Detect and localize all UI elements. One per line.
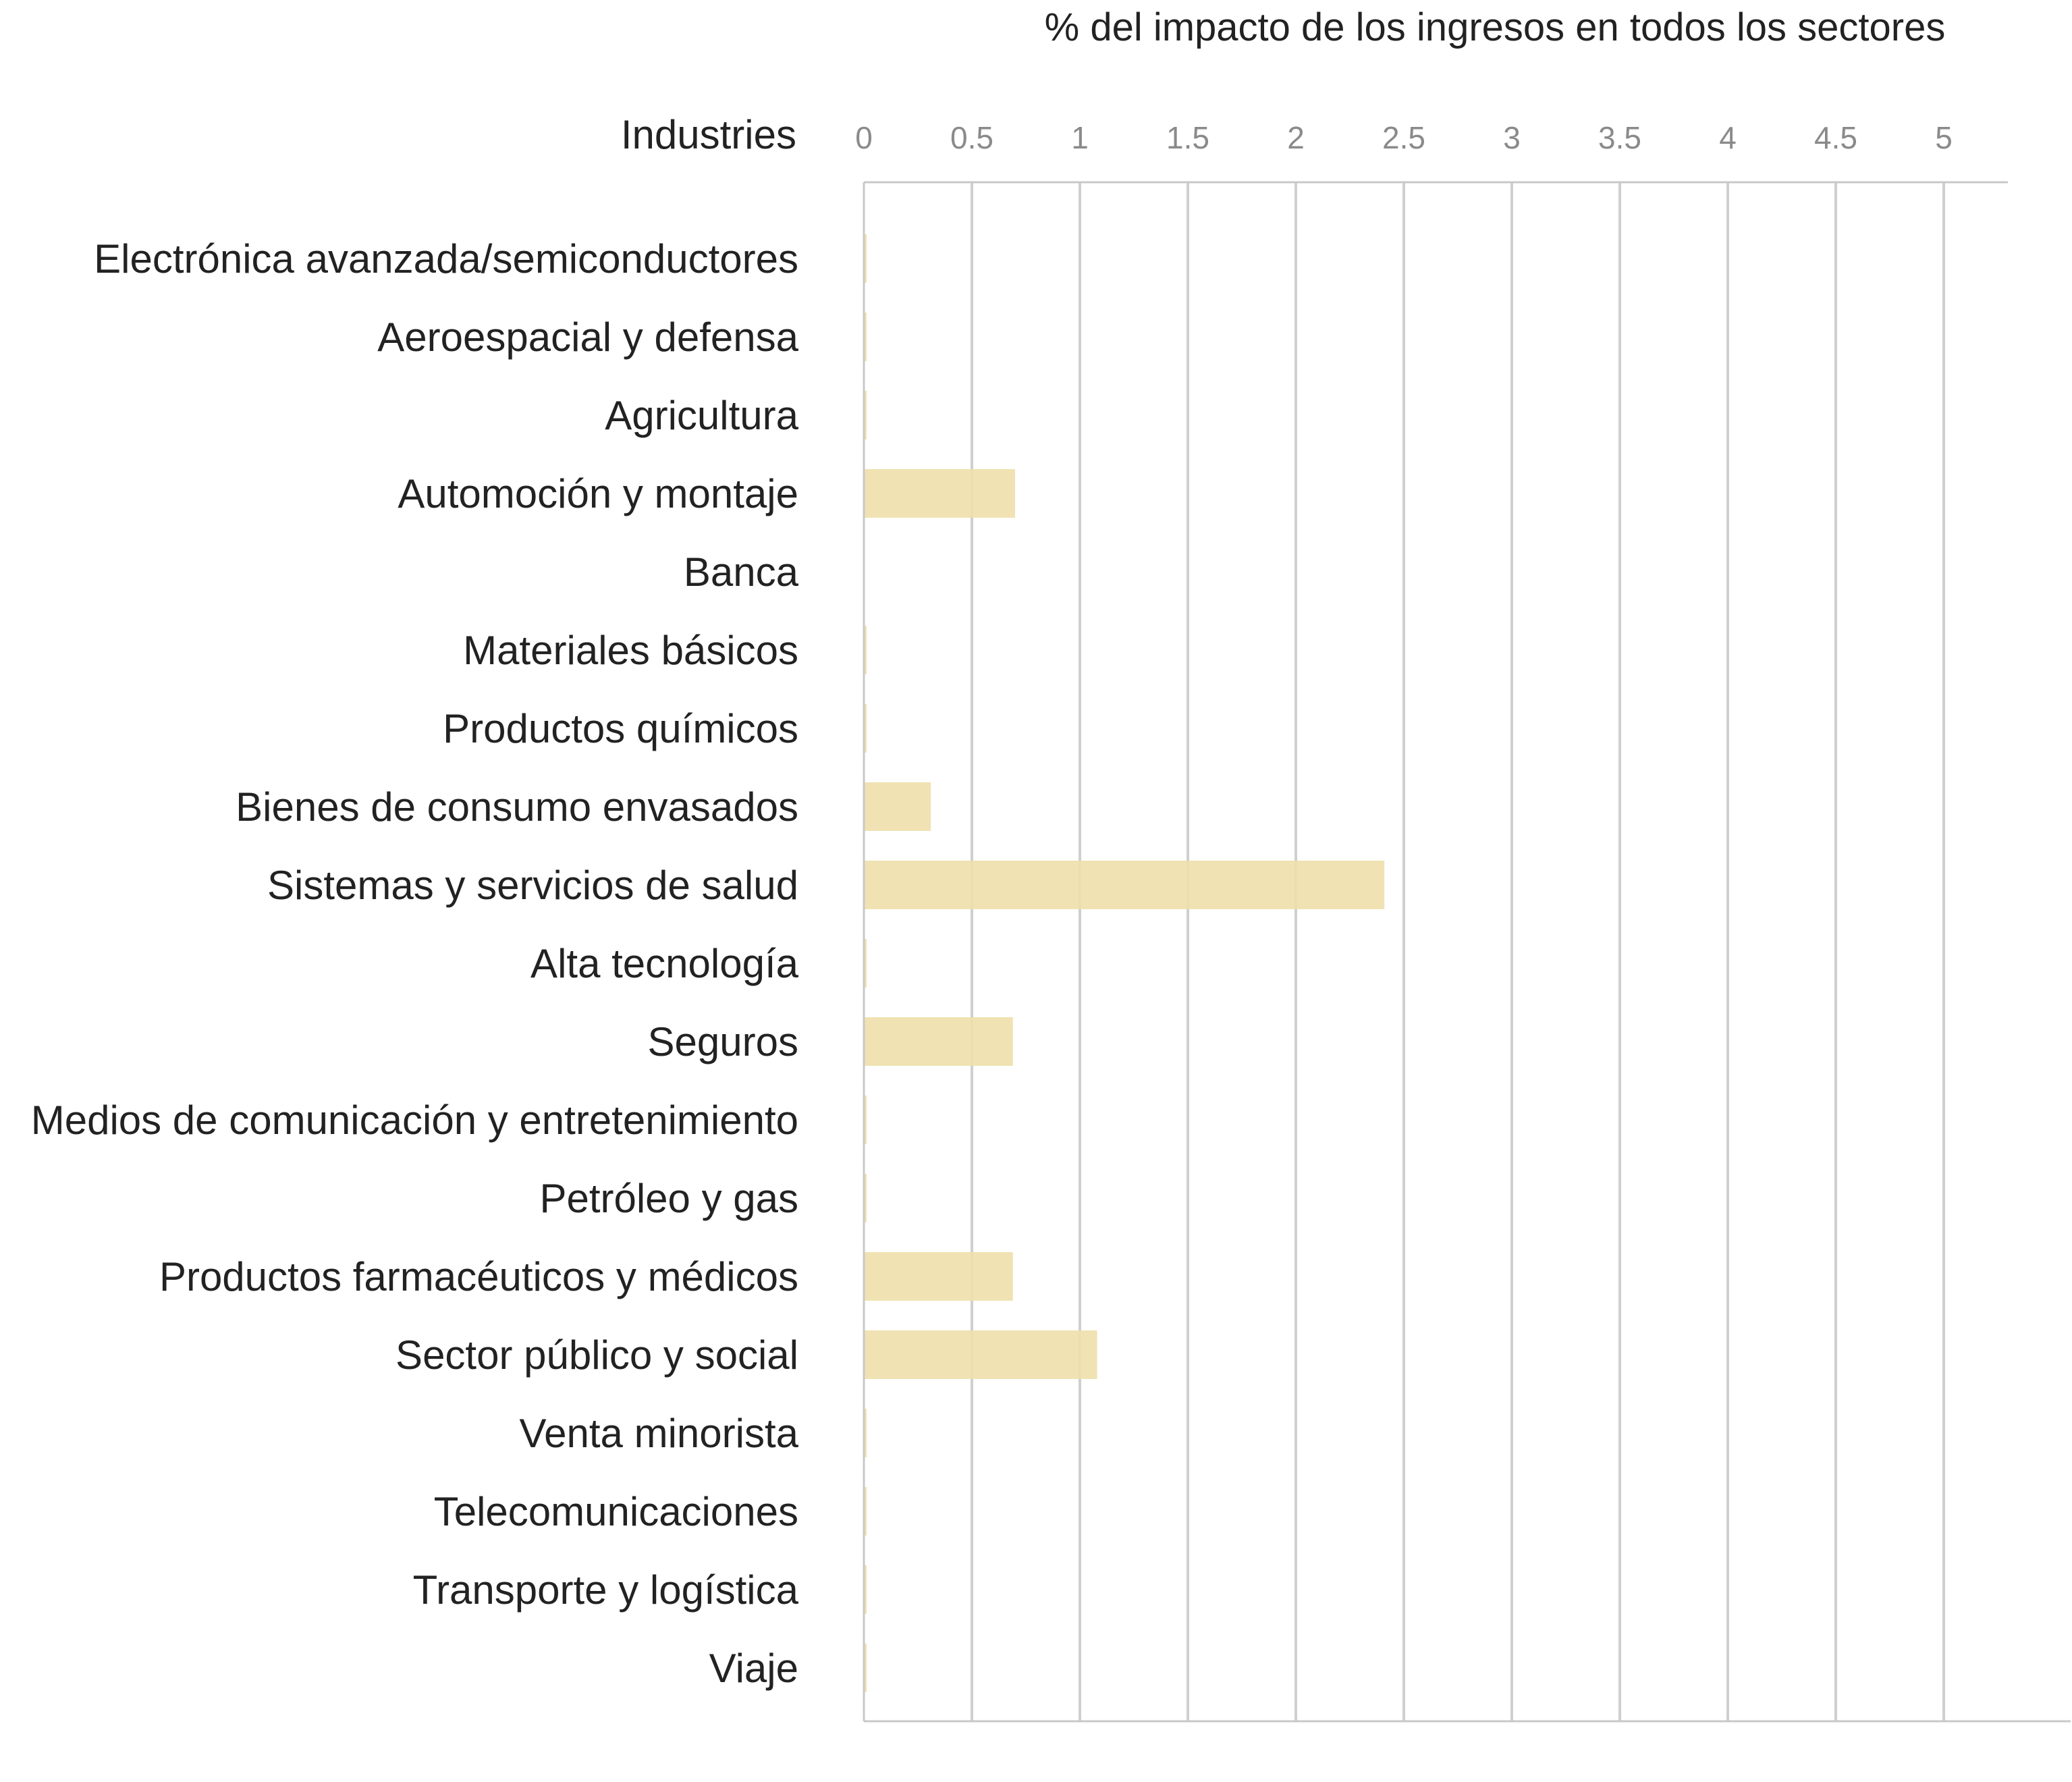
bar xyxy=(864,234,867,283)
category-label: Transporte y logística xyxy=(413,1567,799,1613)
bar xyxy=(864,1330,1097,1379)
category-label: Bienes de consumo envasados xyxy=(236,784,798,830)
x-tick-label: 4 xyxy=(1719,120,1737,155)
category-label: Alta tecnología xyxy=(530,941,799,986)
category-label: Materiales básicos xyxy=(463,628,798,673)
y-axis-header: Industries xyxy=(621,112,796,157)
bar xyxy=(864,391,867,439)
bar xyxy=(864,782,931,831)
bar xyxy=(864,1409,867,1457)
category-label: Agricultura xyxy=(605,393,798,438)
category-label: Sector público y social xyxy=(396,1332,798,1378)
category-label: Telecomunicaciones xyxy=(434,1489,798,1534)
category-label: Petróleo y gas xyxy=(539,1176,798,1221)
x-tick-label: 1.5 xyxy=(1166,120,1209,155)
x-tick-label: 0.5 xyxy=(950,120,993,155)
bar xyxy=(864,469,1015,518)
category-labels: Electrónica avanzada/semiconductores Aero… xyxy=(31,236,799,1691)
category-label: Viaje xyxy=(709,1646,798,1691)
gridlines xyxy=(971,182,1945,1721)
x-tick-label: 2.5 xyxy=(1382,120,1425,155)
x-tick-label: 3.5 xyxy=(1598,120,1641,155)
category-label: Productos farmacéuticos y médicos xyxy=(159,1254,798,1299)
x-tick-label: 2 xyxy=(1287,120,1305,155)
category-label: Productos químicos xyxy=(443,706,798,751)
category-label: Aeroespacial y defensa xyxy=(377,315,798,360)
category-label: Automoción y montaje xyxy=(398,471,798,516)
category-label: Medios de comunicación y entretenimiento xyxy=(31,1098,798,1143)
bar xyxy=(864,939,867,988)
bar xyxy=(864,1017,1013,1066)
category-label: Sistemas y servicios de salud xyxy=(267,863,798,908)
x-tick-label: 4.5 xyxy=(1814,120,1857,155)
axes xyxy=(863,181,2071,1723)
category-label: Banca xyxy=(684,549,799,595)
bar xyxy=(864,313,867,361)
category-label: Venta minorista xyxy=(519,1411,798,1456)
chart-title: % del impacto de los ingresos en todos l… xyxy=(1045,5,1946,49)
bar xyxy=(864,1644,867,1692)
bar xyxy=(864,1252,1013,1301)
bar xyxy=(864,704,867,753)
bar xyxy=(864,1565,867,1614)
bars xyxy=(864,234,1385,1692)
bar xyxy=(864,1096,867,1144)
bar xyxy=(864,861,1385,909)
x-tick-labels: 0 0.5 1 1.5 2 2.5 3 3.5 4 4.5 5 xyxy=(855,120,1953,155)
bar xyxy=(864,1174,867,1222)
x-tick-label: 1 xyxy=(1071,120,1089,155)
x-tick-label: 3 xyxy=(1503,120,1521,155)
x-tick-label: 5 xyxy=(1935,120,1953,155)
bar xyxy=(864,1487,867,1536)
category-label: Electrónica avanzada/semiconductores xyxy=(94,236,798,281)
category-label: Seguros xyxy=(648,1019,798,1064)
bar xyxy=(864,626,867,674)
x-tick-label: 0 xyxy=(855,120,873,155)
